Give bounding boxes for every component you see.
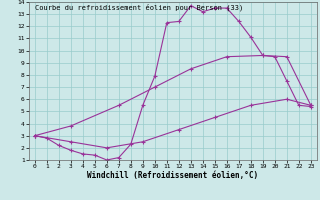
X-axis label: Windchill (Refroidissement éolien,°C): Windchill (Refroidissement éolien,°C) <box>87 171 258 180</box>
Text: Courbe du refroidissement éolien pour Berson (33): Courbe du refroidissement éolien pour Be… <box>35 4 243 11</box>
